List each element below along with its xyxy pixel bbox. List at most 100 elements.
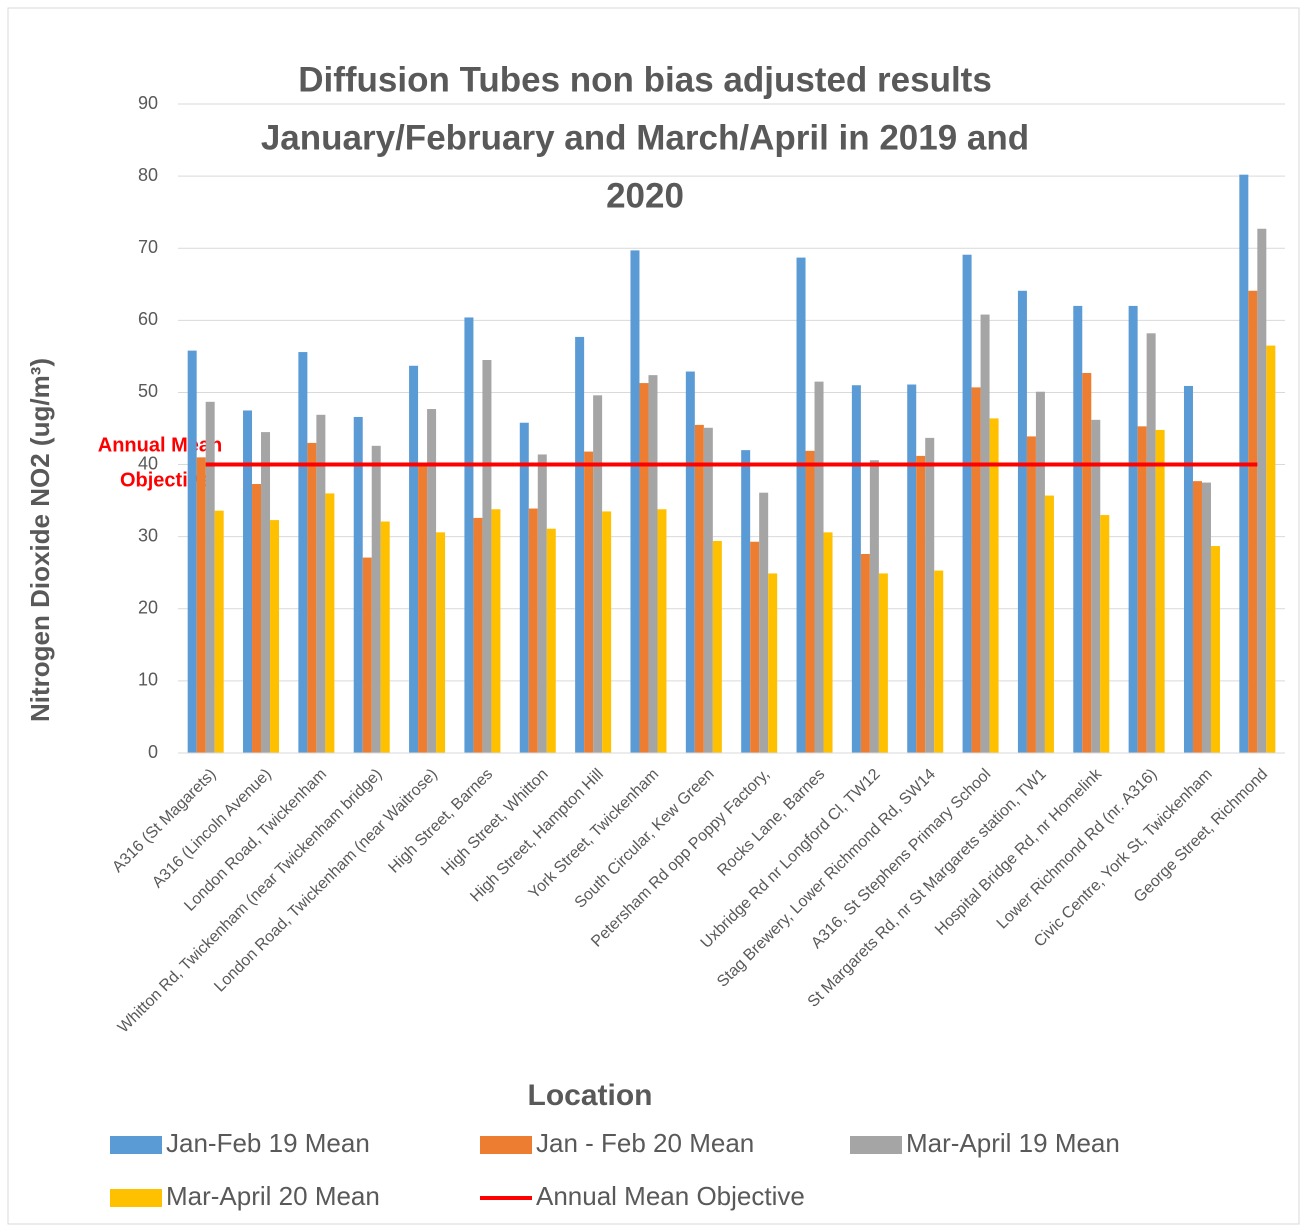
bar bbox=[1146, 333, 1156, 753]
bar bbox=[851, 385, 861, 753]
bar bbox=[427, 409, 437, 753]
bar bbox=[1266, 345, 1276, 753]
legend-swatch bbox=[480, 1136, 532, 1154]
bar bbox=[759, 492, 769, 753]
y-tick-label: 30 bbox=[138, 525, 158, 545]
bar bbox=[1248, 290, 1258, 753]
bar bbox=[1257, 228, 1267, 754]
legend-swatch bbox=[110, 1136, 162, 1154]
bar bbox=[270, 520, 280, 753]
bar bbox=[491, 509, 501, 753]
bar bbox=[1183, 385, 1193, 753]
bar bbox=[712, 540, 722, 753]
bar bbox=[750, 541, 760, 753]
bar bbox=[418, 464, 428, 753]
bar bbox=[464, 317, 474, 753]
legend-label: Jan-Feb 19 Mean bbox=[166, 1128, 370, 1158]
bar bbox=[878, 573, 888, 753]
chart-title: 2020 bbox=[606, 176, 684, 215]
bar bbox=[980, 314, 990, 753]
bar bbox=[261, 432, 271, 753]
y-tick-label: 60 bbox=[138, 309, 158, 329]
bar bbox=[537, 454, 547, 753]
bar bbox=[796, 257, 806, 753]
bar bbox=[916, 455, 926, 753]
chart-title: January/February and March/April in 2019… bbox=[261, 118, 1029, 157]
bar bbox=[196, 457, 206, 753]
bar bbox=[325, 493, 335, 753]
bar bbox=[187, 350, 197, 753]
bar bbox=[1137, 426, 1147, 753]
bar bbox=[1100, 515, 1110, 753]
legend-label: Mar-April 20 Mean bbox=[166, 1181, 380, 1211]
bar bbox=[685, 371, 695, 753]
bar bbox=[925, 437, 935, 753]
bar bbox=[473, 517, 483, 753]
y-tick-label: 40 bbox=[138, 453, 158, 473]
y-tick-label: 70 bbox=[138, 237, 158, 257]
bar bbox=[1073, 305, 1083, 753]
bar bbox=[1035, 391, 1045, 753]
bar bbox=[584, 451, 594, 753]
bar bbox=[814, 381, 824, 753]
legend-swatch bbox=[850, 1136, 902, 1154]
bar bbox=[1128, 305, 1138, 753]
bar bbox=[907, 384, 917, 753]
bar bbox=[243, 410, 253, 753]
bar bbox=[741, 450, 751, 753]
bar bbox=[1192, 481, 1202, 753]
bar bbox=[989, 418, 999, 753]
bar bbox=[805, 450, 815, 753]
bar bbox=[1155, 429, 1165, 753]
bar bbox=[602, 511, 612, 753]
bar bbox=[482, 359, 492, 753]
bar bbox=[1082, 372, 1092, 753]
y-tick-label: 10 bbox=[138, 670, 158, 690]
bar bbox=[436, 532, 446, 753]
bar bbox=[353, 416, 363, 753]
legend-label: Jan - Feb 20 Mean bbox=[536, 1128, 754, 1158]
bar bbox=[869, 460, 879, 753]
bar bbox=[409, 365, 419, 753]
x-axis-label: Location bbox=[528, 1079, 653, 1112]
bar bbox=[371, 445, 381, 753]
bar bbox=[593, 395, 603, 753]
bar bbox=[630, 250, 640, 753]
bar bbox=[703, 427, 713, 753]
y-tick-label: 90 bbox=[138, 93, 158, 113]
bar bbox=[971, 387, 981, 753]
y-tick-label: 50 bbox=[138, 381, 158, 401]
bar bbox=[252, 484, 262, 753]
y-axis-label: Nitrogen Dioxide NO2 (ug/m³) bbox=[25, 358, 55, 722]
bar bbox=[1017, 290, 1027, 753]
bar bbox=[1201, 482, 1211, 753]
bar bbox=[823, 532, 833, 753]
bar bbox=[519, 422, 529, 753]
bar bbox=[316, 414, 326, 753]
bar bbox=[860, 553, 870, 753]
legend-swatch bbox=[110, 1189, 162, 1207]
bar bbox=[1026, 436, 1036, 753]
annotation: Objective bbox=[120, 469, 210, 491]
bar bbox=[546, 528, 556, 753]
bar bbox=[205, 401, 215, 753]
bar bbox=[934, 570, 944, 753]
bar bbox=[1210, 546, 1220, 753]
bar bbox=[362, 557, 372, 753]
bar bbox=[575, 336, 585, 753]
legend-label: Annual Mean Objective bbox=[536, 1181, 805, 1211]
bar bbox=[307, 442, 317, 753]
bar bbox=[768, 573, 778, 753]
y-tick-label: 80 bbox=[138, 165, 158, 185]
bar bbox=[298, 352, 308, 753]
y-tick-label: 20 bbox=[138, 598, 158, 618]
bar bbox=[639, 383, 649, 753]
bar bbox=[694, 424, 704, 753]
bar bbox=[380, 521, 390, 753]
annotation: Annual Mean bbox=[98, 434, 222, 456]
bar bbox=[528, 508, 538, 753]
chart-title: Diffusion Tubes non bias adjusted result… bbox=[298, 60, 992, 99]
y-tick-label: 0 bbox=[148, 742, 158, 762]
bar bbox=[1044, 495, 1054, 753]
